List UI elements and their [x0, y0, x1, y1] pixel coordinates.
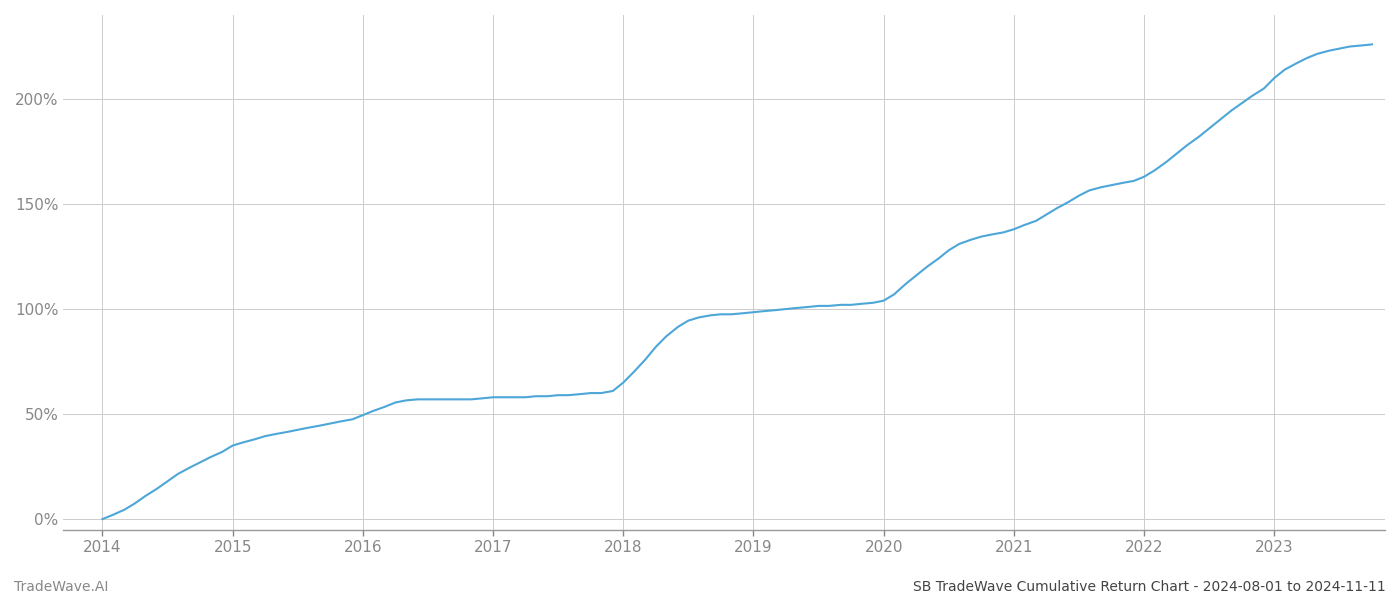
- Text: SB TradeWave Cumulative Return Chart - 2024-08-01 to 2024-11-11: SB TradeWave Cumulative Return Chart - 2…: [913, 580, 1386, 594]
- Text: TradeWave.AI: TradeWave.AI: [14, 580, 108, 594]
